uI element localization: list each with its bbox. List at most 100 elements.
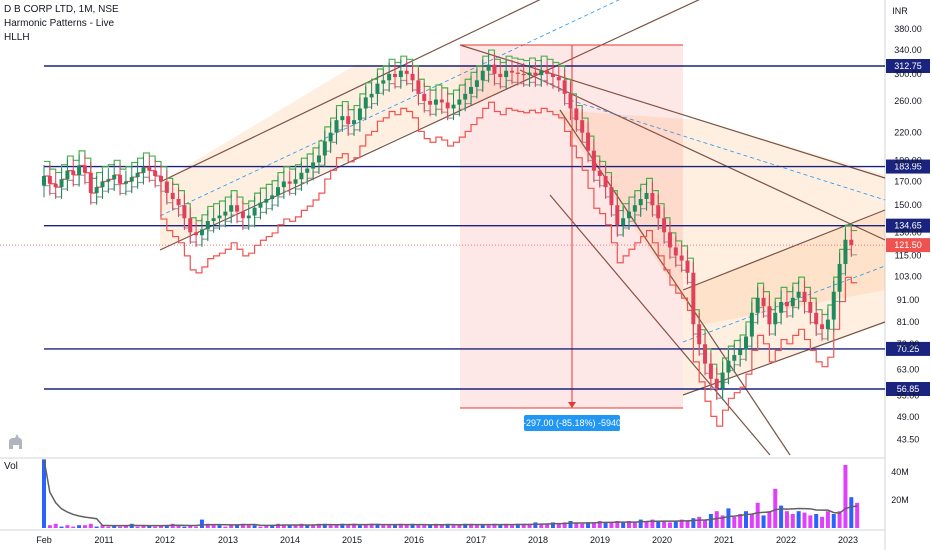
candle-body-82 bbox=[521, 73, 526, 76]
candle-body-14 bbox=[123, 181, 128, 184]
volume-bar-63 bbox=[410, 523, 415, 528]
price-tick-14: 63.00 bbox=[897, 365, 920, 375]
volume-bar-101 bbox=[632, 522, 637, 528]
rising-channel-lower bbox=[159, 0, 700, 251]
candle-body-47 bbox=[316, 155, 321, 163]
candle-body-7 bbox=[82, 165, 87, 173]
volume-bar-2 bbox=[53, 523, 58, 528]
current-price-tag bbox=[886, 238, 930, 253]
candle-body-44 bbox=[299, 172, 304, 180]
price-tick-13: 72.00 bbox=[897, 339, 920, 349]
price-tick-12: 81.00 bbox=[897, 317, 920, 327]
candle-body-71 bbox=[457, 99, 462, 105]
candle-body-137 bbox=[843, 239, 848, 264]
volume-bar-130 bbox=[802, 512, 807, 528]
candle-body-101 bbox=[632, 205, 637, 212]
candle-body-83 bbox=[527, 72, 532, 76]
candle-body-109 bbox=[679, 255, 684, 261]
level-label-1: 183.95 bbox=[894, 162, 922, 172]
price-tick-9: 115.00 bbox=[895, 251, 922, 261]
candle-body-106 bbox=[662, 218, 667, 233]
candle-body-136 bbox=[837, 263, 842, 292]
volume-label[interactable]: Vol bbox=[4, 461, 18, 472]
volume-bar-65 bbox=[422, 525, 427, 528]
volume-bar-38 bbox=[264, 525, 269, 528]
candle-body-28 bbox=[205, 220, 210, 230]
candle-body-37 bbox=[258, 202, 263, 208]
candle-body-120 bbox=[744, 336, 748, 350]
volume-bar-106 bbox=[662, 521, 667, 528]
volume-bar-89 bbox=[562, 522, 567, 528]
candle-body-63 bbox=[410, 73, 415, 81]
chart-title[interactable]: D B CORP LTD, 1M, NSE bbox=[4, 4, 119, 15]
volume-bar-23 bbox=[176, 525, 181, 528]
time-tick-9: 2019 bbox=[590, 535, 610, 545]
candle-body-57 bbox=[375, 83, 380, 94]
candle-body-73 bbox=[469, 86, 474, 94]
candle-body-38 bbox=[264, 198, 269, 203]
candle-body-56 bbox=[369, 93, 374, 98]
hllh-gray-line bbox=[44, 73, 858, 399]
volume-bar-104 bbox=[650, 519, 655, 528]
volume-bar-13 bbox=[118, 526, 123, 528]
measure-label: -297.00 (-85.18%) -5940 bbox=[523, 418, 621, 428]
candle-body-103 bbox=[644, 192, 649, 199]
volume-bar-109 bbox=[679, 519, 684, 528]
candle-body-51 bbox=[340, 116, 345, 121]
candle-body-104 bbox=[650, 192, 655, 206]
candle-body-84 bbox=[533, 72, 538, 76]
candle-body-16 bbox=[135, 172, 140, 178]
volume-bar-126 bbox=[779, 505, 784, 528]
candle-body-123 bbox=[761, 297, 766, 307]
volume-bar-92 bbox=[580, 523, 585, 528]
hllh-red-line bbox=[44, 101, 858, 427]
volume-bar-120 bbox=[744, 511, 748, 528]
volume-bar-93 bbox=[586, 522, 591, 528]
volume-bar-29 bbox=[211, 525, 216, 528]
tradingview-logo-icon[interactable] bbox=[6, 432, 28, 452]
time-tick-13: 2023 bbox=[838, 535, 858, 545]
candle-body-68 bbox=[439, 99, 444, 103]
candle-body-117 bbox=[726, 360, 731, 373]
candle-body-96 bbox=[603, 175, 608, 188]
volume-bar-44 bbox=[299, 523, 304, 528]
volume-bar-83 bbox=[527, 523, 532, 528]
volume-bar-4 bbox=[65, 525, 70, 528]
volume-bar-42 bbox=[287, 525, 292, 528]
candle-body-1 bbox=[47, 175, 52, 184]
candle-body-69 bbox=[445, 102, 450, 109]
candle-body-5 bbox=[71, 170, 76, 175]
volume-bar-136 bbox=[837, 511, 842, 528]
candle-body-92 bbox=[580, 120, 585, 133]
volume-bar-66 bbox=[428, 525, 433, 528]
indicator-harmonic[interactable]: Harmonic Patterns - Live bbox=[4, 18, 115, 29]
volume-bar-35 bbox=[246, 525, 251, 528]
volume-bar-11 bbox=[106, 526, 111, 528]
candle-body-55 bbox=[363, 97, 368, 109]
volume-tick-1: 20M bbox=[891, 495, 909, 505]
candle-body-105 bbox=[656, 205, 661, 219]
volume-bar-18 bbox=[147, 525, 152, 528]
level-tag-0 bbox=[886, 59, 930, 73]
volume-bar-113 bbox=[703, 519, 708, 528]
volume-bar-119 bbox=[738, 514, 743, 528]
candle-body-11 bbox=[106, 179, 111, 182]
candle-body-49 bbox=[328, 132, 333, 142]
price-tick-11: 91.00 bbox=[897, 295, 920, 305]
volume-bar-12 bbox=[112, 525, 117, 528]
volume-bar-103 bbox=[644, 521, 649, 528]
volume-bar-122 bbox=[755, 502, 760, 528]
candle-body-138 bbox=[849, 239, 854, 246]
candle-body-112 bbox=[697, 324, 702, 345]
indicator-hllh[interactable]: HLLH bbox=[4, 32, 30, 43]
falling-channel-dash bbox=[569, 99, 886, 201]
level-label-2: 134.65 bbox=[894, 221, 922, 231]
volume-bar-98 bbox=[615, 521, 620, 528]
volume-bar-59 bbox=[387, 525, 392, 528]
candle-body-95 bbox=[597, 170, 602, 176]
level-tag-4 bbox=[886, 382, 930, 396]
volume-bar-68 bbox=[439, 525, 444, 528]
volume-bar-105 bbox=[656, 521, 661, 528]
candle-body-98 bbox=[615, 205, 620, 226]
